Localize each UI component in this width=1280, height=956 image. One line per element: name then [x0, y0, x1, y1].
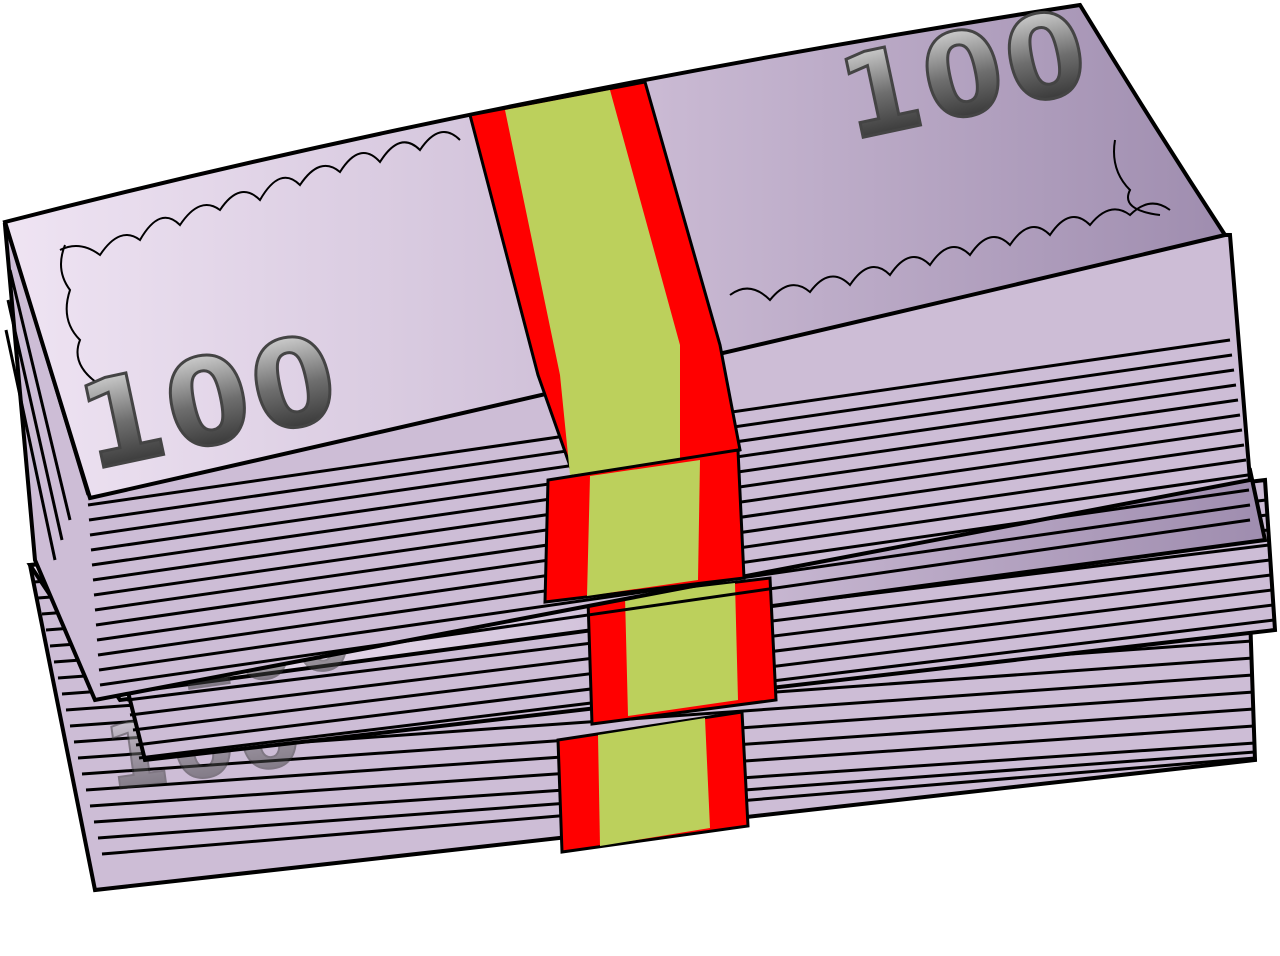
- top-stack-wavy-border: [59, 131, 1171, 386]
- top-stack: 100 100: [2, 0, 1253, 703]
- bottom-stack-band: [556, 710, 750, 854]
- middle-stack-band: [586, 576, 778, 726]
- top-stack-right-numeral: 100: [828, 0, 1102, 167]
- top-stack-band: [468, 80, 746, 604]
